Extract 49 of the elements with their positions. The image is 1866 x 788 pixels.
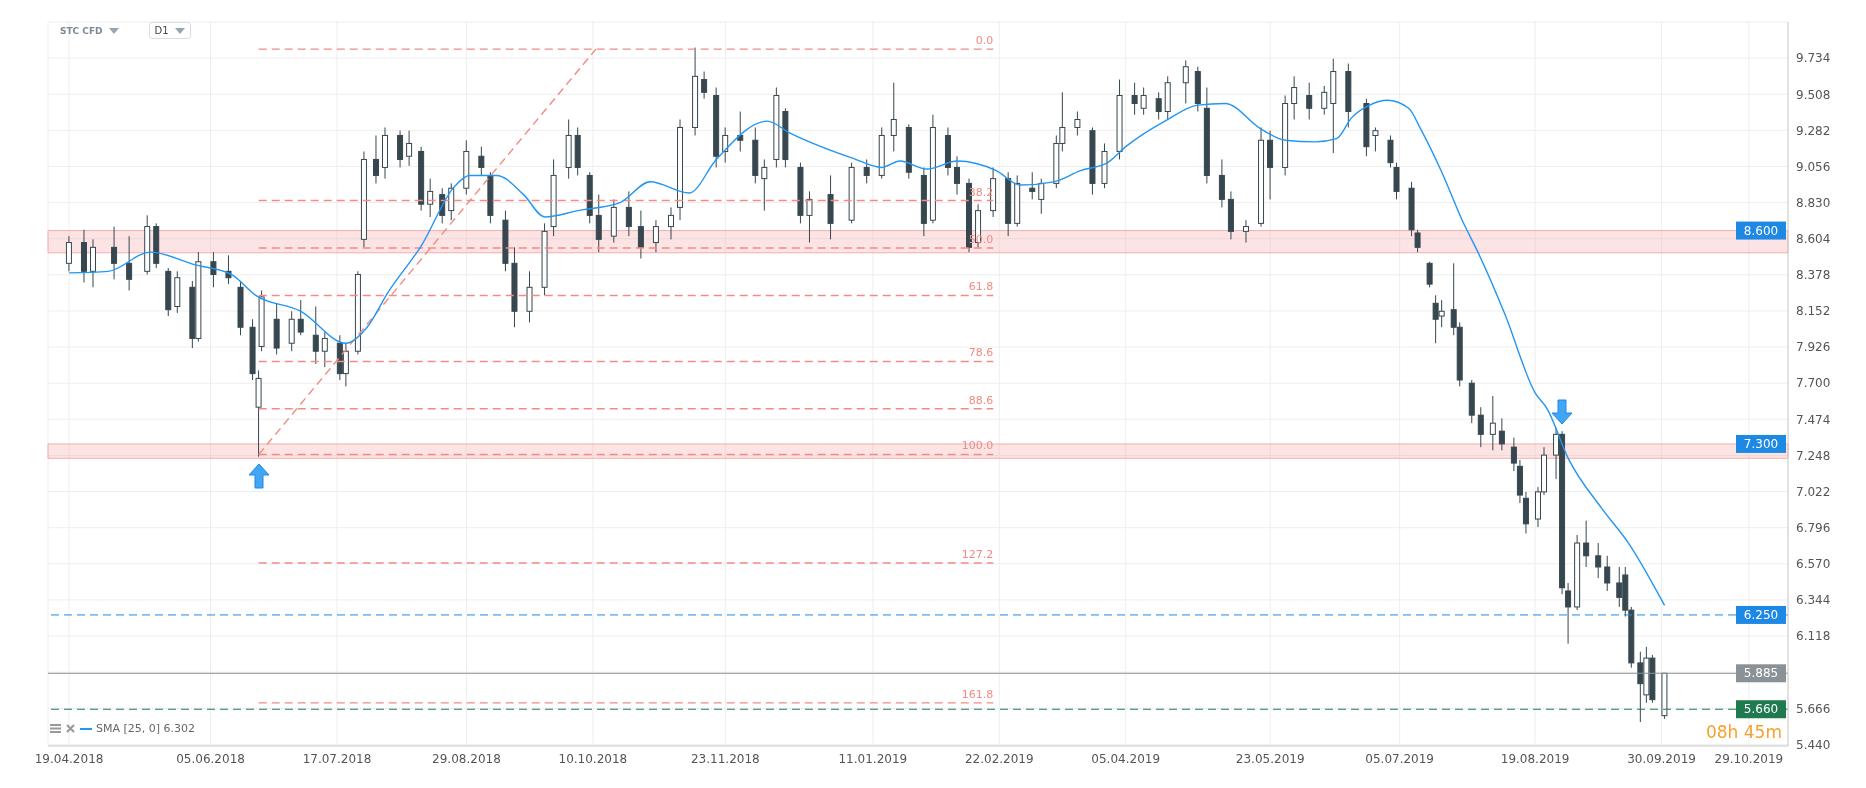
y-tick-label: 6.344 — [1796, 593, 1831, 608]
annotation: 161.8 — [961, 687, 994, 701]
y-tick-label: 6.796 — [1796, 520, 1831, 535]
y-tick-label: 9.508 — [1796, 87, 1831, 102]
annotation: D1 — [148, 22, 191, 39]
x-tick-label: 29.10.2019 — [1714, 751, 1784, 766]
y-tick-label: 7.926 — [1796, 340, 1831, 355]
x-tick-label: 05.07.2019 — [1365, 751, 1435, 766]
x-tick-label: 30.09.2019 — [1627, 751, 1696, 766]
y-tick-label: 7.474 — [1796, 412, 1831, 427]
y-tick-label: 7.022 — [1796, 484, 1831, 499]
annotation: 100.0 — [961, 439, 994, 453]
annotation: STC CFD — [60, 25, 104, 36]
y-tick-label: 5.666 — [1796, 701, 1831, 716]
y-tick-label: 9.734 — [1796, 51, 1831, 66]
ref-line-label: 5.660 — [1743, 702, 1779, 717]
x-tick-label: 05.06.2018 — [176, 751, 245, 766]
x-tick-label: 23.11.2018 — [690, 751, 760, 766]
y-tick-label: 8.604 — [1796, 231, 1831, 246]
x-tick-label: 05.04.2019 — [1091, 751, 1161, 766]
annotation: 88.6 — [968, 393, 994, 407]
band-label: 8.600 — [1743, 223, 1779, 238]
ref-line-label: 6.250 — [1743, 607, 1779, 622]
y-tick-label: 8.830 — [1796, 195, 1831, 210]
annotation: 61.8 — [968, 280, 994, 294]
y-tick-label: 6.118 — [1796, 629, 1831, 644]
y-tick-label: 8.152 — [1796, 304, 1831, 319]
x-tick-label: 19.08.2019 — [1500, 751, 1570, 766]
y-tick-label: 9.056 — [1796, 159, 1831, 174]
annotation: 78.6 — [968, 346, 994, 360]
x-tick-label: 19.04.2018 — [34, 751, 104, 766]
y-tick-label: 8.378 — [1796, 268, 1831, 283]
y-tick-label: 7.700 — [1796, 376, 1831, 391]
x-tick-label: 10.10.2018 — [558, 751, 628, 766]
x-tick-label: 17.07.2018 — [302, 751, 372, 766]
x-tick-label: 11.01.2019 — [838, 751, 908, 766]
annotation: 08h 45m — [1705, 722, 1782, 742]
x-tick-label: 22.02.2019 — [964, 751, 1034, 766]
legend-label: SMA [25, 0] 6.302 — [95, 722, 196, 735]
y-tick-label: 6.570 — [1796, 557, 1831, 572]
ref-line-label: 5.885 — [1743, 666, 1779, 681]
x-tick-label: 29.08.2018 — [432, 751, 501, 766]
annotation: 127.2 — [961, 548, 994, 561]
y-tick-label: 5.440 — [1796, 737, 1831, 752]
x-tick-label: 23.05.2019 — [1235, 751, 1305, 766]
annotation: 0.0 — [975, 34, 994, 48]
y-tick-label: 7.248 — [1796, 448, 1831, 463]
band-label: 7.300 — [1743, 436, 1779, 451]
y-tick-label: 9.282 — [1796, 123, 1831, 138]
